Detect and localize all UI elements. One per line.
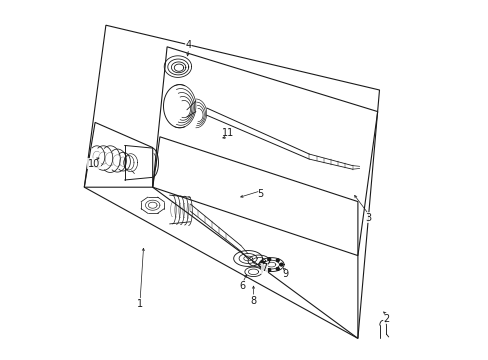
Circle shape [280, 263, 283, 266]
Text: 11: 11 [222, 128, 234, 138]
Circle shape [261, 266, 264, 269]
Text: 9: 9 [282, 269, 288, 279]
Text: 2: 2 [383, 314, 389, 324]
Circle shape [267, 269, 270, 271]
Circle shape [276, 267, 279, 270]
Circle shape [261, 261, 264, 264]
Text: 8: 8 [250, 296, 256, 306]
Text: 3: 3 [365, 213, 371, 223]
Text: 7: 7 [261, 263, 267, 273]
Text: 10: 10 [88, 159, 100, 169]
Text: 4: 4 [185, 40, 191, 50]
Text: 5: 5 [257, 189, 264, 199]
Circle shape [267, 258, 270, 261]
Circle shape [276, 259, 279, 262]
Text: 1: 1 [137, 299, 143, 309]
Text: 6: 6 [239, 281, 245, 291]
